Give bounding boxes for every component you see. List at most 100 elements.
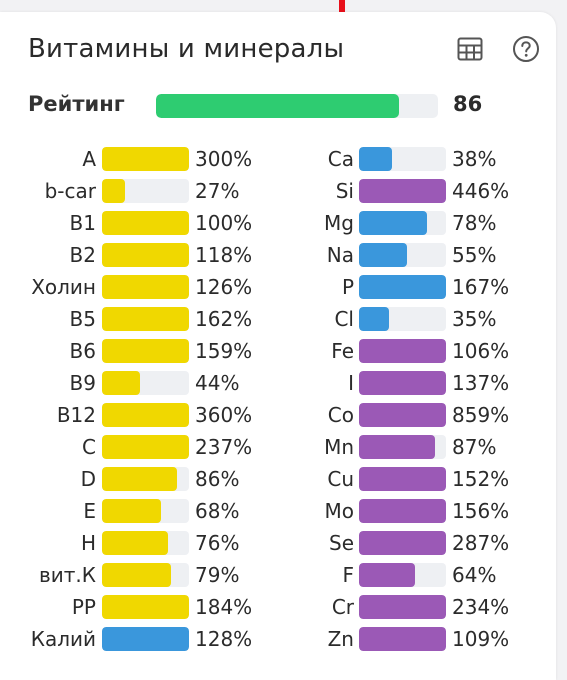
vitamin-bar: [102, 531, 189, 555]
card-title: Витамины и минералы: [28, 34, 345, 64]
vitamin-name: Калий: [30, 627, 96, 651]
mineral-row-na: Na 55%: [270, 240, 540, 272]
mineral-percent: 446%: [452, 179, 510, 203]
mineral-bar: [359, 339, 446, 363]
mineral-name: F: [342, 563, 354, 587]
mineral-bar: [359, 307, 446, 331]
mineral-percent: 859%: [452, 403, 510, 427]
mineral-row-fe: Fe 106%: [270, 336, 540, 368]
vitamin-bar-fill: [102, 627, 189, 651]
rating-bar-fill: [156, 94, 399, 118]
vitamin-name: H: [80, 531, 96, 555]
mineral-percent: 64%: [452, 563, 497, 587]
mineral-name: Ca: [327, 147, 354, 171]
vitamin-bar: [102, 499, 189, 523]
vitamin-name: B9: [69, 371, 96, 395]
mineral-bar-fill: [359, 371, 446, 395]
vitamin-row-a: A 300%: [0, 144, 270, 176]
vitamin-bar-fill: [102, 371, 141, 395]
mineral-bar: [359, 595, 446, 619]
vitamin-percent: 76%: [195, 531, 240, 555]
rating-value: 86: [453, 92, 483, 116]
table-view-button[interactable]: [455, 34, 485, 64]
mineral-bar: [359, 275, 446, 299]
vitamin-percent: 300%: [195, 147, 253, 171]
vitamin-bar-fill: [102, 531, 169, 555]
vitamin-bar: [102, 243, 189, 267]
vitamin-row-b-car: b-car 27%: [0, 176, 270, 208]
mineral-bar-fill: [359, 531, 446, 555]
vitamin-percent: 237%: [195, 435, 253, 459]
nutrients-card: Витамины и минералы Рейтинг 86 A 300% b-ca…: [0, 12, 556, 680]
mineral-bar-fill: [359, 403, 446, 427]
mineral-percent: 106%: [452, 339, 510, 363]
mineral-name: Cr: [331, 595, 354, 619]
vitamin-bar: [102, 211, 189, 235]
vitamin-row-pp: PP 184%: [0, 592, 270, 624]
vitamin-name: B2: [69, 243, 96, 267]
table-icon: [457, 37, 483, 61]
mineral-percent: 152%: [452, 467, 510, 491]
vitamin-bar: [102, 275, 189, 299]
vitamin-bar-fill: [102, 275, 189, 299]
vitamin-name: b-car: [44, 179, 96, 203]
mineral-bar: [359, 499, 446, 523]
mineral-row-mg: Mg 78%: [270, 208, 540, 240]
help-button[interactable]: [511, 34, 541, 64]
mineral-percent: 35%: [452, 307, 497, 331]
vitamin-name: B6: [69, 339, 96, 363]
vitamin-row-e: E 68%: [0, 496, 270, 528]
mineral-row-i: I 137%: [270, 368, 540, 400]
vitamin-bar: [102, 339, 189, 363]
vitamin-bar-fill: [102, 179, 126, 203]
vitamin-row-c: C 237%: [0, 432, 270, 464]
vitamin-row-d: D 86%: [0, 464, 270, 496]
mineral-bar: [359, 211, 446, 235]
vitamin-percent: 27%: [195, 179, 240, 203]
mineral-percent: 78%: [452, 211, 497, 235]
vitamin-row-b2: B2 118%: [0, 240, 270, 272]
mineral-bar: [359, 531, 446, 555]
mineral-percent: 87%: [452, 435, 497, 459]
mineral-row-p: P 167%: [270, 272, 540, 304]
mineral-row-si: Si 446%: [270, 176, 540, 208]
vitamin-bar: [102, 435, 189, 459]
mineral-name: Mo: [324, 499, 355, 523]
vitamin-percent: 184%: [195, 595, 253, 619]
vitamin-bar-fill: [102, 435, 189, 459]
vitamin-bar: [102, 371, 189, 395]
mineral-bar: [359, 243, 446, 267]
mineral-bar: [359, 147, 446, 171]
mineral-bar-fill: [359, 595, 446, 619]
vitamin-bar-fill: [102, 563, 171, 587]
vitamin-bar: [102, 307, 189, 331]
vitamin-percent: 128%: [195, 627, 253, 651]
vitamin-bar-fill: [102, 499, 162, 523]
mineral-percent: 38%: [452, 147, 497, 171]
vitamin-row-vit-k: вит.К 79%: [0, 560, 270, 592]
mineral-bar: [359, 467, 446, 491]
mineral-name: Na: [326, 243, 354, 267]
vitamin-percent: 162%: [195, 307, 253, 331]
vitamin-percent: 86%: [195, 467, 240, 491]
mineral-bar: [359, 563, 446, 587]
mineral-bar: [359, 627, 446, 651]
vitamin-percent: 126%: [195, 275, 253, 299]
mineral-row-cr: Cr 234%: [270, 592, 540, 624]
vitamin-row-b9: B9 44%: [0, 368, 270, 400]
mineral-bar: [359, 371, 446, 395]
vitamin-bar-fill: [102, 211, 189, 235]
mineral-bar-fill: [359, 211, 427, 235]
mineral-percent: 55%: [452, 243, 497, 267]
vitamin-name: PP: [71, 595, 96, 619]
mineral-percent: 109%: [452, 627, 510, 651]
mineral-name: Mn: [324, 435, 354, 459]
mineral-name: Fe: [331, 339, 354, 363]
vitamins-column: A 300% b-car 27% B1 100% B2 118% Холин 126% B5 162%…: [0, 144, 270, 656]
vitamin-bar: [102, 595, 189, 619]
vitamin-bar: [102, 467, 189, 491]
vitamin-row-kaliy: Калий 128%: [0, 624, 270, 656]
vitamin-row-b12: B12 360%: [0, 400, 270, 432]
vitamin-name: C: [82, 435, 96, 459]
mineral-row-mo: Mo 156%: [270, 496, 540, 528]
